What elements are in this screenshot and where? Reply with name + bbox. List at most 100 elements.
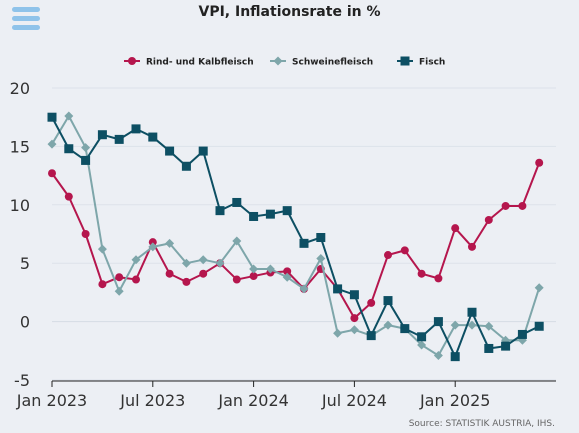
data-point xyxy=(383,320,393,330)
data-point xyxy=(265,264,275,274)
menu-bar xyxy=(12,16,40,21)
data-point xyxy=(417,332,427,342)
data-point xyxy=(181,258,191,268)
data-point xyxy=(47,112,57,122)
data-point xyxy=(518,201,527,210)
data-point xyxy=(467,307,477,317)
data-point xyxy=(316,254,326,264)
data-point xyxy=(517,329,527,339)
data-point xyxy=(97,130,107,140)
data-point xyxy=(384,251,392,260)
data-point xyxy=(400,56,410,66)
data-point xyxy=(47,139,57,149)
data-point xyxy=(115,273,124,282)
data-point xyxy=(501,201,510,210)
menu-bar xyxy=(12,7,40,12)
legend-item[interactable]: Rind- und Kalbfleisch xyxy=(124,57,254,68)
y-tick-label: -5 xyxy=(14,371,30,390)
data-point xyxy=(114,286,124,296)
data-point xyxy=(299,284,309,294)
data-point xyxy=(349,325,359,335)
series-line xyxy=(51,116,540,358)
data-point xyxy=(81,155,91,165)
data-point xyxy=(198,146,208,156)
x-tick-label: Jan 2024 xyxy=(217,391,288,410)
data-point xyxy=(148,238,157,247)
data-point xyxy=(249,211,259,221)
x-tick-label: Jul 2023 xyxy=(119,391,185,410)
data-point xyxy=(433,317,443,327)
data-point xyxy=(132,275,140,284)
data-point xyxy=(48,169,56,178)
data-point xyxy=(64,144,74,154)
data-point xyxy=(128,57,136,65)
data-point xyxy=(232,275,241,284)
series-group xyxy=(47,111,544,362)
data-point xyxy=(249,272,258,281)
y-tick-label: 15 xyxy=(10,137,30,156)
data-point xyxy=(417,269,426,278)
data-point xyxy=(366,331,376,341)
chart-title: VPI, Inflationsrate in % xyxy=(198,4,381,20)
data-point xyxy=(98,280,107,289)
data-point xyxy=(131,124,141,134)
data-point xyxy=(64,111,74,121)
data-point xyxy=(215,258,225,268)
data-point xyxy=(400,246,409,255)
data-point xyxy=(349,290,359,300)
data-point xyxy=(165,238,175,248)
legend-item[interactable]: Schweinefleisch xyxy=(270,56,373,68)
data-point xyxy=(265,209,275,219)
hamburger-menu-icon[interactable] xyxy=(12,7,40,31)
menu-bar xyxy=(12,25,40,30)
data-point xyxy=(165,269,174,278)
data-point xyxy=(148,242,158,252)
data-point xyxy=(451,224,460,233)
data-point xyxy=(198,255,208,265)
data-point xyxy=(282,206,292,216)
data-point xyxy=(333,328,343,338)
source-note: Source: STATISTIK AUSTRIA, IHS. xyxy=(409,419,555,429)
x-tick-label: Jul 2024 xyxy=(321,391,387,410)
data-point xyxy=(131,255,141,265)
data-point xyxy=(165,146,175,156)
data-point xyxy=(367,298,376,307)
data-point xyxy=(148,132,158,142)
data-point xyxy=(484,343,494,353)
data-point xyxy=(535,158,544,167)
data-point xyxy=(199,269,208,278)
y-axis: -5 0 5 10 15 20 xyxy=(10,79,30,390)
legend-label: Fisch xyxy=(419,58,445,68)
series-line xyxy=(51,162,541,320)
data-point xyxy=(283,267,292,276)
data-point xyxy=(484,215,493,224)
data-point xyxy=(450,320,460,330)
y-tick-label: 0 xyxy=(20,313,30,332)
data-point xyxy=(333,284,343,294)
legend-label: Schweinefleisch xyxy=(292,58,373,68)
data-point xyxy=(484,321,494,331)
data-point xyxy=(434,274,443,283)
data-point xyxy=(501,341,511,351)
data-point xyxy=(383,296,393,306)
x-tick-label: Jan 2025 xyxy=(419,391,490,410)
x-axis: Jan 2023 Jul 2023 Jan 2024 Jul 2024 Jan 2025 xyxy=(16,380,556,410)
data-point xyxy=(400,324,410,334)
series xyxy=(48,158,544,323)
data-point xyxy=(81,143,91,153)
data-point xyxy=(417,340,427,350)
legend-item[interactable]: Fisch xyxy=(397,56,445,68)
legend[interactable]: Rind- und Kalbfleisch Schweinefleisch Fisc… xyxy=(124,56,445,68)
data-point xyxy=(249,264,259,274)
y-tick-label: 20 xyxy=(10,79,30,98)
data-point xyxy=(433,350,443,360)
data-point xyxy=(299,238,309,248)
data-point xyxy=(468,242,476,251)
data-point xyxy=(215,206,225,216)
data-point xyxy=(114,134,124,144)
x-tick-label: Jan 2023 xyxy=(16,391,87,410)
data-point xyxy=(182,277,191,286)
data-point xyxy=(450,352,460,362)
